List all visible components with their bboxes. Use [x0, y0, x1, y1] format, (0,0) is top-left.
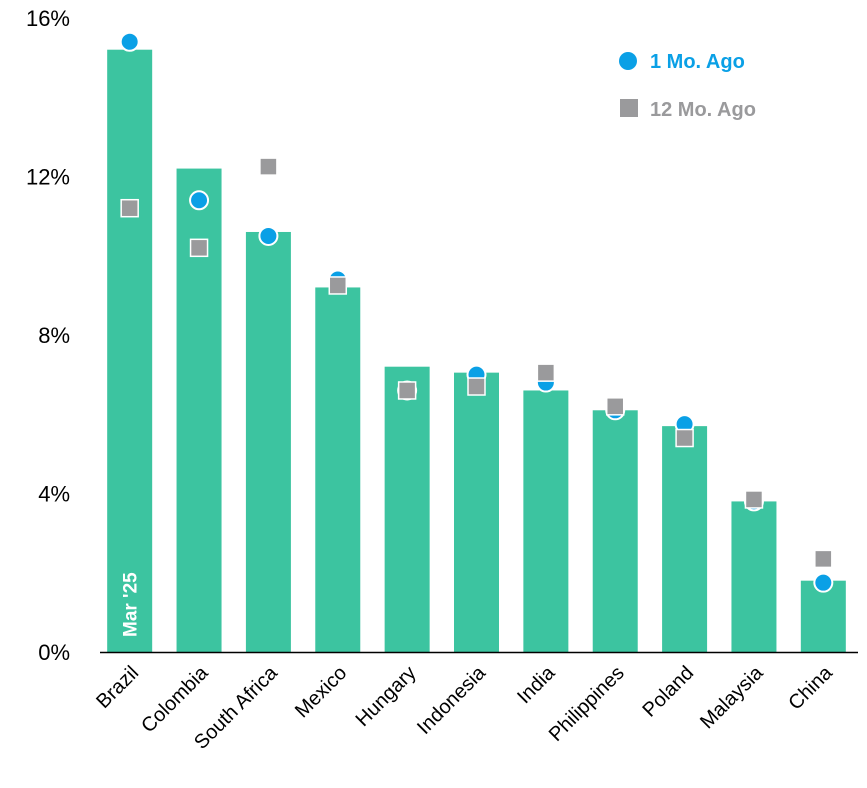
x-tick-label: Malaysia	[696, 661, 768, 733]
bar-philippines	[592, 410, 638, 652]
bar-hungary	[384, 366, 430, 652]
x-tick-label: Indonesia	[413, 661, 491, 739]
marker-12mo-china	[814, 549, 833, 569]
marker-1mo-colombia	[189, 190, 210, 211]
y-tick-label: 12%	[26, 165, 70, 190]
marker-1mo-china	[813, 572, 834, 593]
x-tick-label: China	[784, 661, 837, 714]
x-tick-label: Hungary	[352, 662, 421, 731]
marker-12mo-south-africa	[259, 157, 278, 176]
bar-brazil	[107, 49, 153, 652]
y-tick-label: 0%	[38, 640, 70, 665]
y-tick-label: 16%	[26, 6, 70, 31]
legend-marker-12mo	[620, 99, 638, 117]
x-tick-label: Mexico	[291, 662, 351, 722]
marker-12mo-philippines	[605, 397, 625, 416]
bars-group	[107, 49, 846, 652]
marker-12mo-mexico	[328, 276, 348, 295]
x-tick-label: Brazil	[92, 662, 143, 713]
marker-12mo-malaysia	[744, 490, 764, 509]
bar-india	[523, 390, 569, 652]
bar-malaysia	[731, 501, 777, 652]
legend-marker-1mo	[619, 52, 637, 70]
marker-12mo-colombia	[189, 238, 209, 258]
marker-12mo-poland	[675, 428, 694, 448]
bar-indonesia	[454, 372, 499, 652]
marker-12mo-brazil	[120, 198, 139, 218]
y-tick-label: 4%	[38, 482, 70, 507]
legend-label-1mo: 1 Mo. Ago	[650, 51, 745, 73]
marker-1mo-south-africa	[258, 225, 279, 246]
bar-mexico	[315, 287, 361, 652]
y-tick-labels: 0% 4% 8% 12% 16%	[26, 6, 70, 665]
marker-12mo-hungary	[397, 381, 417, 400]
legend-label-12mo: 12 Mo. Ago	[650, 99, 756, 121]
bar-south-africa	[245, 231, 291, 652]
y-tick-label: 8%	[38, 323, 70, 348]
x-tick-label: India	[513, 661, 560, 708]
bar-poland	[662, 426, 708, 652]
x-tick-label: Philippines	[545, 662, 629, 746]
x-tick-label: Poland	[639, 662, 699, 722]
markers-group	[119, 31, 834, 593]
marker-12mo-indonesia	[467, 377, 486, 396]
bar-period-label: Mar '25	[121, 572, 142, 637]
marker-12mo-india	[536, 363, 556, 382]
legend: 1 Mo. Ago 12 Mo. Ago	[619, 51, 756, 121]
marker-1mo-brazil	[119, 31, 140, 52]
